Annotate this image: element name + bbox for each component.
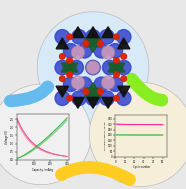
Circle shape [71, 46, 85, 59]
Circle shape [97, 89, 103, 94]
Circle shape [86, 30, 100, 44]
Circle shape [60, 53, 65, 59]
X-axis label: Cycle number: Cycle number [133, 165, 150, 169]
Polygon shape [85, 83, 101, 97]
Circle shape [116, 30, 131, 44]
Polygon shape [102, 97, 114, 108]
Circle shape [60, 76, 65, 81]
Y-axis label: Discharge capacity / mAhg: Discharge capacity / mAhg [105, 122, 106, 150]
Circle shape [55, 30, 70, 44]
Circle shape [63, 77, 78, 91]
Circle shape [67, 95, 72, 101]
Circle shape [116, 91, 131, 105]
Circle shape [69, 60, 84, 75]
Circle shape [86, 91, 100, 105]
Polygon shape [87, 27, 99, 38]
Circle shape [114, 34, 119, 40]
Circle shape [101, 46, 115, 59]
Circle shape [83, 41, 89, 46]
X-axis label: Capacity / mAhg: Capacity / mAhg [32, 168, 53, 172]
Circle shape [89, 82, 186, 187]
Polygon shape [56, 38, 68, 49]
Circle shape [63, 43, 78, 58]
Circle shape [0, 84, 91, 185]
Polygon shape [87, 97, 99, 108]
Circle shape [108, 77, 123, 91]
Polygon shape [108, 63, 125, 77]
Circle shape [100, 91, 114, 105]
Polygon shape [72, 97, 84, 108]
Circle shape [83, 89, 89, 94]
Polygon shape [61, 57, 78, 72]
Circle shape [94, 43, 109, 58]
Circle shape [108, 43, 123, 58]
Polygon shape [108, 57, 125, 72]
Circle shape [67, 57, 72, 63]
Y-axis label: Voltage (V): Voltage (V) [5, 130, 9, 144]
Polygon shape [61, 63, 78, 77]
Circle shape [101, 76, 115, 89]
Circle shape [67, 72, 72, 77]
Circle shape [77, 77, 92, 91]
Circle shape [72, 30, 86, 44]
Circle shape [121, 53, 126, 59]
Polygon shape [85, 38, 101, 53]
Polygon shape [85, 88, 101, 103]
Circle shape [37, 12, 149, 123]
FancyArrowPatch shape [62, 167, 130, 180]
Circle shape [55, 91, 70, 105]
FancyArrowPatch shape [10, 87, 48, 101]
Polygon shape [102, 27, 114, 38]
Circle shape [94, 77, 109, 91]
Circle shape [116, 60, 131, 75]
Polygon shape [72, 27, 84, 38]
Circle shape [121, 76, 126, 81]
Circle shape [114, 57, 119, 63]
Polygon shape [118, 38, 130, 49]
Circle shape [67, 34, 72, 40]
Circle shape [97, 41, 103, 46]
FancyArrowPatch shape [132, 79, 162, 100]
Circle shape [102, 60, 117, 75]
Polygon shape [85, 32, 101, 47]
Circle shape [114, 72, 119, 77]
Polygon shape [118, 86, 130, 97]
Circle shape [86, 60, 100, 75]
Circle shape [77, 43, 92, 58]
Circle shape [100, 30, 114, 44]
Circle shape [55, 60, 70, 75]
Polygon shape [56, 86, 68, 97]
Circle shape [86, 61, 100, 74]
Circle shape [114, 95, 119, 101]
Circle shape [72, 91, 86, 105]
Circle shape [71, 76, 85, 89]
